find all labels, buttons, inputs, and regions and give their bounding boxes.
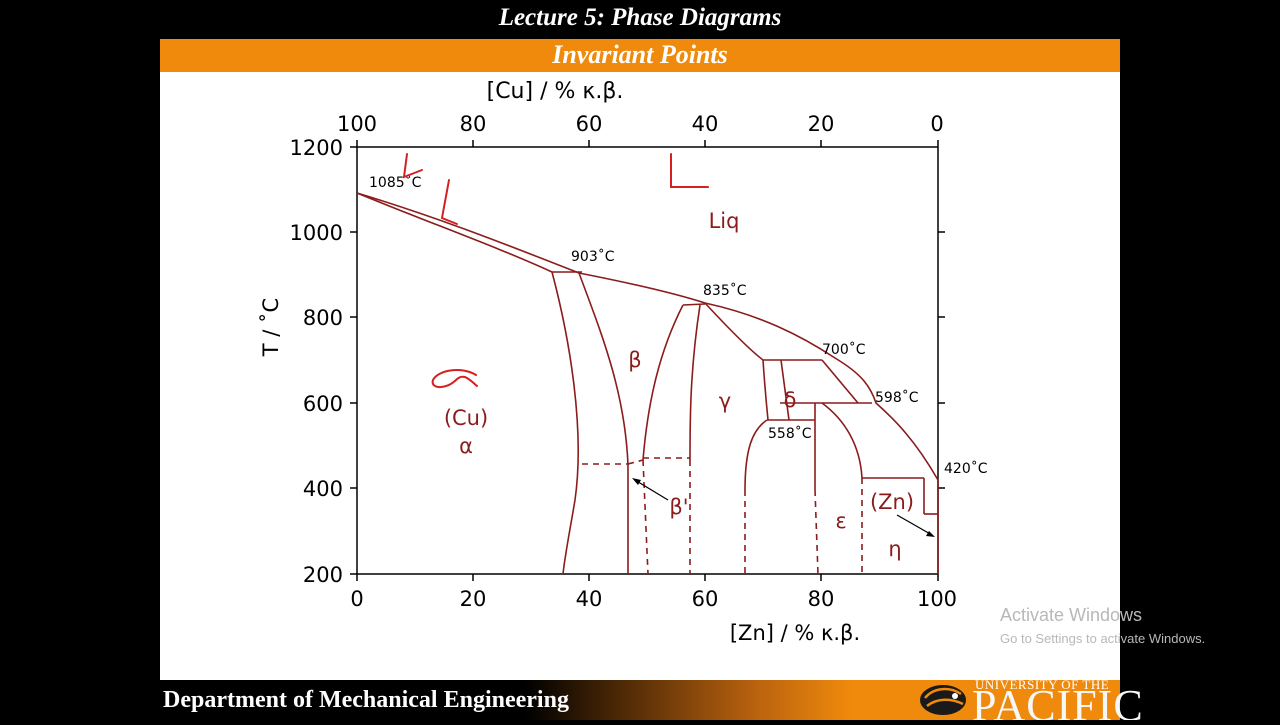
top-tick-label: 0	[930, 112, 943, 136]
title-bar	[160, 39, 1120, 72]
liquidus-line	[356, 192, 939, 481]
temp-label: 903˚C	[571, 248, 615, 265]
order-transition-mid	[627, 459, 644, 465]
beta-right-line	[642, 304, 684, 461]
university-logo	[915, 676, 1120, 720]
phase-label-alpha: α	[459, 434, 473, 458]
y-tick-label: 1200	[290, 136, 343, 160]
dashed-boundaries	[582, 457, 863, 575]
temp-label: 700˚C	[822, 341, 866, 358]
y-tick-labels: 1200 1000 800 600 400 200	[290, 136, 343, 587]
phase-label-delta: δ	[784, 388, 797, 412]
slide-canvas: [Cu] / % κ.β. 100 80 60 40 20 0 0 20 40 …	[160, 72, 1120, 680]
handwritten-L-small	[402, 153, 423, 179]
epsilon-left-dashed	[814, 489, 819, 575]
top-axis-label: [Cu] / % κ.β.	[487, 79, 624, 104]
activate-windows-subtitle: Go to Settings to activate Windows.	[1000, 631, 1206, 646]
temp-label: 835˚C	[703, 282, 747, 299]
tiger-logo-icon	[918, 683, 968, 717]
handwritten-L-liquid	[670, 153, 709, 188]
bottom-tick-label: 100	[917, 587, 957, 611]
phase-diagram: [Cu] / % κ.β. 100 80 60 40 20 0 0 20 40 …	[259, 79, 988, 645]
phase-label-cu: (Cu)	[444, 406, 488, 430]
bottom-tick-label: 60	[692, 587, 719, 611]
epsilon-right-line	[821, 402, 863, 479]
lecture-title: Lecture 5: Phase Diagrams	[498, 4, 782, 31]
top-tick-labels: 100 80 60 40 20 0	[337, 112, 944, 136]
alpha-solvus-line	[551, 271, 579, 575]
phase-label-epsilon: ε	[835, 509, 846, 533]
alpha-solidus-line	[356, 192, 553, 273]
phase-label-zn: (Zn)	[870, 490, 914, 514]
beta-prime-dashed	[642, 459, 649, 575]
y-tick-label: 800	[303, 306, 343, 330]
phase-label-gamma: γ	[719, 389, 731, 413]
bottom-axis-label: [Zn] / % κ.β.	[730, 621, 860, 645]
handwritten-alpha-symbol	[431, 368, 478, 389]
gamma-lower-line	[744, 419, 768, 491]
axis-ticks	[350, 140, 945, 581]
temp-label: 1085˚C	[369, 174, 422, 191]
phase-label-beta: β	[628, 348, 641, 372]
bottom-tick-label: 80	[808, 587, 835, 611]
top-tick-label: 60	[576, 112, 603, 136]
bottom-tick-label: 0	[350, 587, 363, 611]
arrowhead-zn	[926, 531, 935, 537]
arrow-zn	[896, 514, 933, 536]
bottom-tick-label: 40	[576, 587, 603, 611]
y-tick-label: 600	[303, 392, 343, 416]
top-tick-label: 40	[692, 112, 719, 136]
bottom-tick-label: 20	[460, 587, 487, 611]
gamma-right-line	[762, 359, 769, 421]
delta-left-line	[780, 359, 790, 421]
bottom-tick-labels: 0 20 40 60 80 100	[350, 587, 957, 611]
handwritten-annotations	[402, 153, 709, 389]
beta-left-line	[578, 272, 629, 574]
temp-label: 420˚C	[944, 460, 988, 477]
delta-right-top	[821, 359, 859, 404]
arrowhead-beta-prime	[632, 478, 641, 485]
top-tick-label: 80	[460, 112, 487, 136]
handwritten-arrow-mark	[440, 179, 458, 225]
y-axis-label: T / ˚C	[259, 298, 283, 357]
temp-label: 558˚C	[768, 425, 812, 442]
y-tick-label: 1000	[290, 221, 343, 245]
peritectic-835-line	[682, 303, 706, 306]
phase-label-eta: η	[888, 537, 901, 561]
arrow-beta-prime	[634, 479, 669, 501]
top-tick-label: 100	[337, 112, 377, 136]
phase-label-liq: Liq	[709, 209, 740, 233]
y-tick-label: 200	[303, 563, 343, 587]
phase-boundaries	[356, 192, 939, 575]
temp-label: 598˚C	[875, 389, 919, 406]
department-name: Department of Mechanical Engineering	[163, 687, 569, 713]
university-line: UNIVERSITY OF THE	[975, 677, 1110, 692]
top-tick-label: 20	[808, 112, 835, 136]
y-tick-label: 400	[303, 477, 343, 501]
gamma-left-line	[689, 304, 701, 461]
slide-title: Invariant Points	[552, 40, 728, 69]
phase-label-beta-prime: β'	[669, 495, 688, 519]
phase-labels: Liq (Cu) α β β' γ δ ε (Zn) η	[444, 209, 914, 561]
temperature-labels: 1085˚C 903˚C 835˚C 700˚C 598˚C 558˚C 420…	[369, 174, 988, 477]
gamma-right-top	[704, 302, 764, 361]
university-name: PACIFIC	[972, 684, 1144, 720]
activate-windows-title: Activate Windows	[1000, 605, 1143, 625]
